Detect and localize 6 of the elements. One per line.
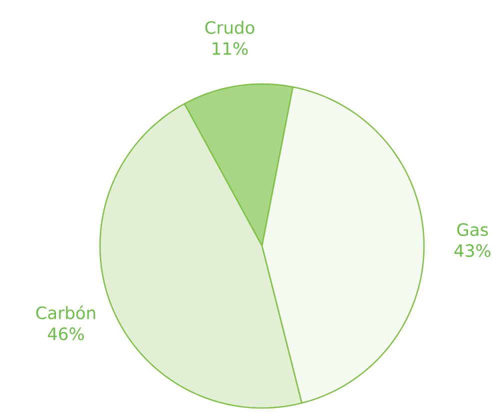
data-label: 43% [454, 244, 490, 258]
slice-label: Gas [457, 223, 488, 236]
slice-label: Carbón [36, 305, 96, 320]
data-label: 46% [48, 327, 84, 340]
data-label: 11% [212, 42, 248, 55]
slice-label: Crudo [205, 20, 254, 34]
